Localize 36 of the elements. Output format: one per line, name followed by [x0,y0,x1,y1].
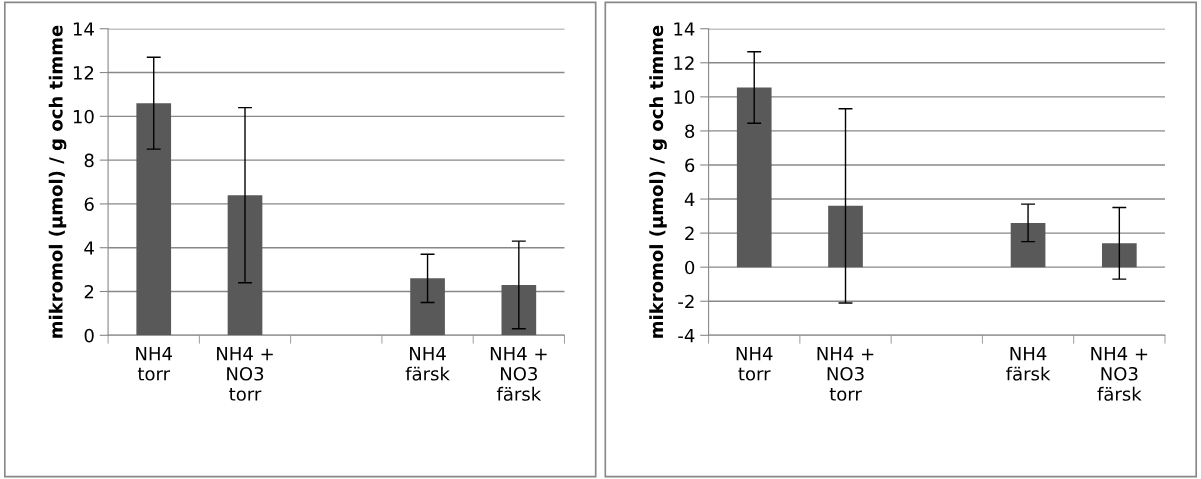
y-tick-label: 2 [84,284,94,299]
x-tick-label: NH4 torr [136,346,172,381]
y-tick-label: 4 [84,241,94,255]
y-tick-label: 6 [84,197,94,212]
y-tick-label: 0 [685,260,695,275]
x-tick-label: NH4 färsk [1006,346,1051,381]
bar [828,205,863,268]
bar [1010,222,1046,268]
y-tick-label: 2 [685,226,694,240]
x-tick-label: NH4 + NO3 torr [217,346,273,401]
y-tick-label: 12 [73,65,94,80]
x-tick-label: NH4 + NO3 färsk [490,346,547,401]
bar [501,284,537,336]
bar [227,195,263,336]
y-tick-label: -4 [678,329,695,343]
y-axis-title: mikromol (µmol) / g och timme [48,25,67,338]
x-tick-label: NH4 färsk [405,346,450,381]
x-tick-label: NH4 + NO3 färsk [1091,346,1148,401]
y-tick-label: 0 [84,328,94,343]
x-tick-label: NH4 + NO3 torr [817,346,874,401]
y-tick-label: 10 [73,109,94,124]
y-tick-label: 8 [84,153,94,168]
bar [136,103,172,336]
bar [1101,243,1137,268]
y-tick-label: 14 [73,22,94,36]
x-tick-label: NH4 torr [736,346,773,381]
y-tick-label: -2 [678,294,694,309]
bar [736,87,772,268]
y-tick-label: 6 [685,158,695,173]
y-tick-label: 4 [684,192,695,206]
y-tick-label: 12 [674,56,694,70]
y-tick-label: 10 [674,90,695,104]
y-tick-label: 8 [685,124,695,139]
bar [410,278,445,336]
y-tick-label: 14 [674,22,695,36]
y-axis-title: mikromol (µmol) / g och timme [649,25,667,338]
